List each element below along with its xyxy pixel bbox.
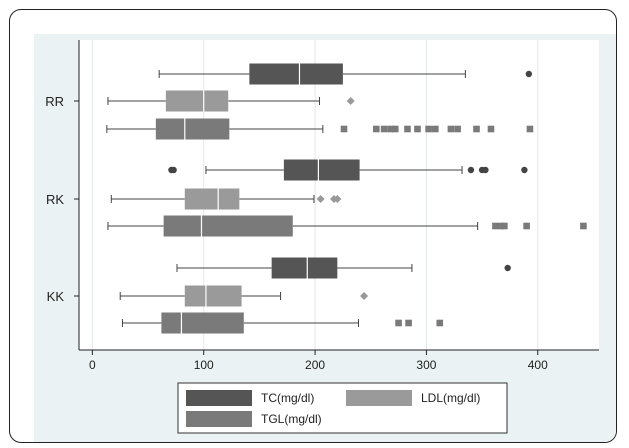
legend-label-ldl: LDL(mg/dl) <box>421 391 480 405</box>
tgl-kk-box <box>161 312 244 334</box>
category-label-kk: KK <box>47 289 65 304</box>
tgl-rk-outlier-0 <box>492 222 499 230</box>
tc-rr-outlier-0 <box>525 70 533 78</box>
tgl-kk-outlier-2 <box>436 319 444 327</box>
ldl-rk-outlier-0 <box>316 195 325 203</box>
tgl-rr-outlier-4 <box>391 125 399 133</box>
x-tick-label-200: 200 <box>305 358 325 372</box>
tgl-rr-outlier-2 <box>380 125 388 133</box>
ldl-kk-outlier-0 <box>360 292 369 300</box>
tgl-rk-box <box>163 215 293 237</box>
tc-rr-box <box>249 63 343 85</box>
tc-rk-outlier-5 <box>521 166 528 174</box>
x-tick-label-400: 400 <box>528 358 548 372</box>
tgl-rr-outlier-12 <box>487 125 495 133</box>
legend-label-tc: TC(mg/dl) <box>261 391 314 405</box>
x-tick-label-0: 0 <box>89 358 96 372</box>
tgl-rr-outlier-0 <box>340 125 348 133</box>
tgl-rr-outlier-11 <box>473 125 480 133</box>
tgl-rr-outlier-10 <box>454 125 461 133</box>
figure-frame: 0 100 200 300 400 RR RK KK TC(mg/dl) LDL(mg/dl) TG… <box>9 9 617 443</box>
tgl-rk-outlier-1 <box>497 222 505 230</box>
x-tick-label-100: 100 <box>194 358 214 372</box>
ldl-rk-box <box>184 188 240 210</box>
category-label-rr: RR <box>45 94 64 109</box>
legend-key-ldl <box>346 390 412 406</box>
tgl-rr-outlier-9 <box>447 125 455 133</box>
x-tick-label-300: 300 <box>416 358 436 372</box>
tc-rk-box <box>283 159 360 181</box>
tc-kk-outlier-0 <box>504 264 511 272</box>
category-label-rk: RK <box>46 192 64 207</box>
tgl-rk-outlier-4 <box>580 222 587 230</box>
tgl-rr-outlier-13 <box>526 125 534 133</box>
tgl-rk-outlier-3 <box>523 222 530 230</box>
legend-label-tgl: TGL(mg/dl) <box>261 412 322 426</box>
plot-area <box>79 40 599 350</box>
ldl-rk-outlier-2 <box>333 195 342 203</box>
tgl-kk-outlier-0 <box>395 319 402 327</box>
legend-key-tgl <box>186 411 252 427</box>
tc-rk-outlier-2 <box>467 166 475 174</box>
ldl-rr-box <box>165 90 229 112</box>
tgl-rr-outlier-8 <box>432 125 439 133</box>
tgl-kk-outlier-1 <box>405 319 412 327</box>
tgl-rr-outlier-6 <box>414 125 421 133</box>
tc-rk-outlier-4 <box>482 166 489 174</box>
tgl-rr-outlier-7 <box>425 125 432 133</box>
tgl-rr-outlier-1 <box>373 125 380 133</box>
tc-kk-box <box>271 257 338 279</box>
ldl-rr-outlier-0 <box>346 97 355 105</box>
tgl-rr-box <box>155 118 230 140</box>
ldl-kk-box <box>184 285 242 307</box>
tgl-rr-outlier-5 <box>404 125 411 133</box>
tgl-rk-outlier-2 <box>501 222 508 230</box>
box-plot-chart: 0 100 200 300 400 RR RK KK TC(mg/dl) LDL(mg/dl) TG… <box>45 40 599 434</box>
tgl-rr-outlier-3 <box>387 125 395 133</box>
tc-rk-outlier-1 <box>170 166 177 174</box>
legend-key-tc <box>186 390 252 406</box>
